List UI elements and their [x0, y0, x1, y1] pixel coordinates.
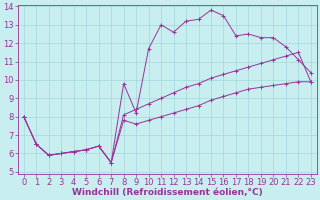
X-axis label: Windchill (Refroidissement éolien,°C): Windchill (Refroidissement éolien,°C) — [72, 188, 263, 197]
